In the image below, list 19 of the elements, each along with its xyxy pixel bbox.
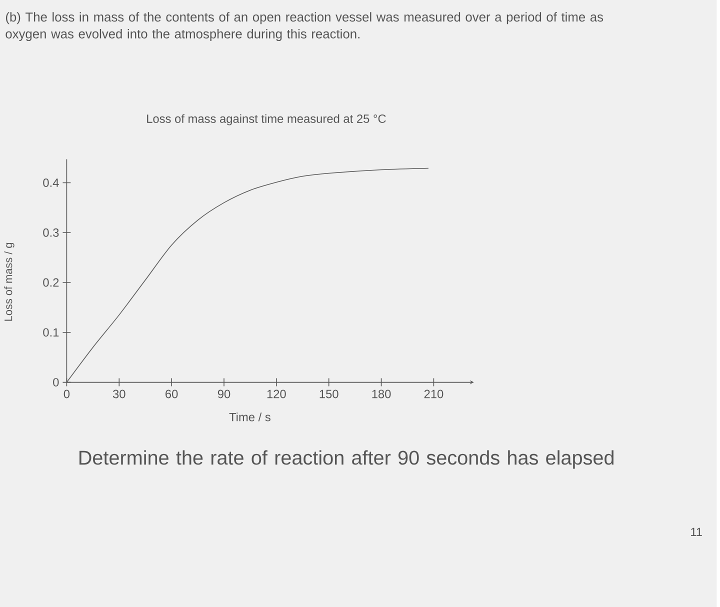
y-tick-label: 0 bbox=[53, 378, 59, 386]
x-tick-label: 180 bbox=[372, 390, 391, 398]
x-tick-label: 30 bbox=[112, 390, 126, 398]
x-tick-label: 60 bbox=[166, 390, 178, 398]
x-tick-label: 120 bbox=[267, 390, 286, 398]
x-tick-label: 0 bbox=[64, 390, 70, 398]
y-tick-label: 0.3 bbox=[43, 228, 59, 237]
y-tick-label: 0.4 bbox=[43, 178, 59, 187]
text: 11 bbox=[691, 528, 702, 536]
x-tick-label: 90 bbox=[218, 390, 230, 398]
chart-title: Loss of mass against time measured at 25 °C bbox=[147, 114, 386, 126]
text: Determine the rate of reaction after 90 seconds has elapsed bbox=[79, 450, 614, 469]
x-tick-label: 210 bbox=[424, 390, 444, 398]
x-tick-label: 150 bbox=[320, 390, 338, 398]
y-tick-label: 0.2 bbox=[43, 278, 59, 287]
text: (b) The loss in mass of the contents of an open reaction vessel was measured over a period of time as oxygen was evolved into the atmosphere during this reaction. bbox=[6, 12, 604, 41]
y-tick-label: 0.1 bbox=[43, 328, 59, 336]
y-axis-title: Loss of mass / g bbox=[4, 242, 14, 321]
x-axis-title: Time / s bbox=[229, 412, 270, 422]
